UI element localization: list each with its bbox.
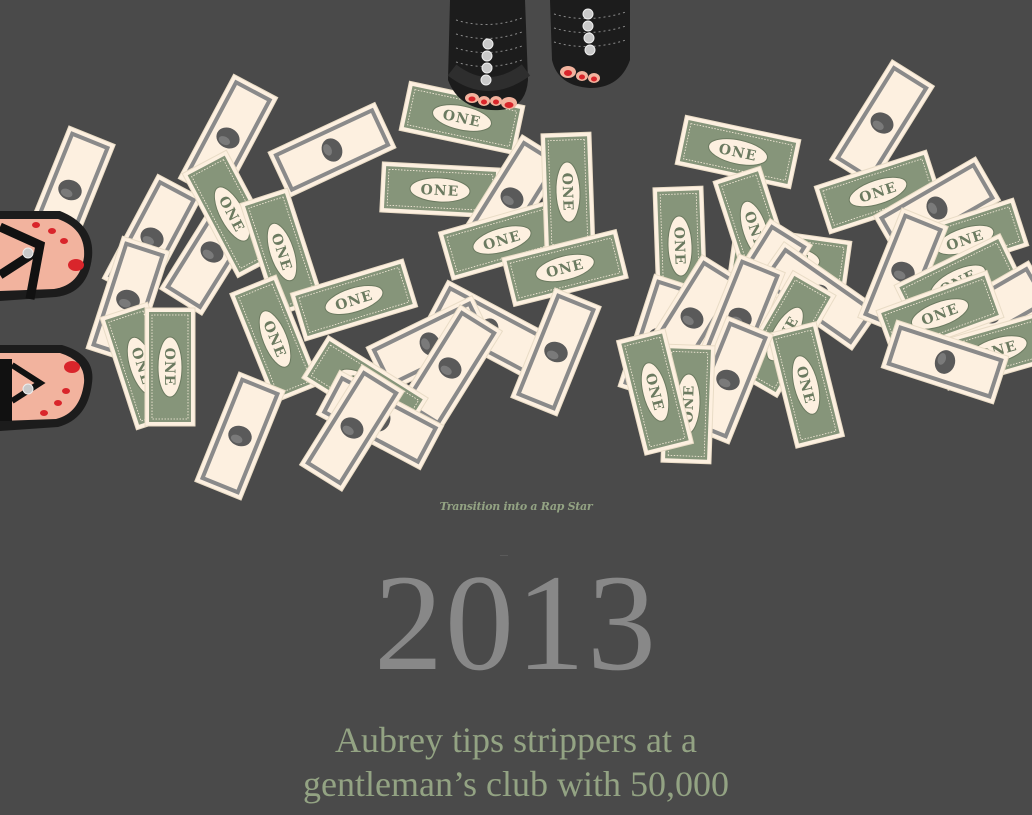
dollar-bill-icon: ONE xyxy=(437,198,567,281)
dollar-bill-icon: ONE xyxy=(289,258,419,343)
dollar-bill-icon xyxy=(880,319,1010,406)
svg-text:ONE: ONE xyxy=(441,107,482,131)
dollar-bill-icon: ONE xyxy=(615,327,695,456)
dollar-bill-icon xyxy=(509,287,602,418)
svg-text:ONE: ONE xyxy=(420,182,459,200)
svg-text:ONE: ONE xyxy=(717,141,758,165)
dollar-bill-icon: ONE xyxy=(540,131,596,253)
dollar-bill-icon xyxy=(267,101,398,199)
feet-with-sandals-icon xyxy=(447,0,630,111)
dollar-bill-icon: ONE xyxy=(813,149,943,236)
story-body: Aubrey tips strippers at a gentleman’s c… xyxy=(303,720,729,804)
svg-text:ONE: ONE xyxy=(558,172,575,211)
dollar-bill-icon: ONE xyxy=(228,274,321,405)
svg-text:ONE: ONE xyxy=(161,348,177,387)
dollar-bill-icon xyxy=(828,58,936,187)
scattered-dollar-bills: ONE ONE ONE ONE ONE ONE ONE ONE ONE ONE ONE ONE ONE O… xyxy=(24,58,1032,501)
divider xyxy=(500,555,508,556)
dollar-bill-icon: ONE xyxy=(239,187,326,317)
dollar-bill-icon xyxy=(856,207,949,338)
section-kicker: Transition into a Rap Star xyxy=(439,500,593,513)
dollar-bill-icon: ONE xyxy=(379,161,502,219)
dollar-bill-icon xyxy=(193,371,286,502)
dollar-bill-icon: ONE xyxy=(144,307,196,427)
dollar-bill-icon: ONE xyxy=(500,228,629,308)
year-heading: 2013 xyxy=(374,546,658,699)
dollar-bill-icon: ONE xyxy=(674,114,802,190)
dollar-bill-icon: ONE xyxy=(766,320,846,449)
svg-text:ONE: ONE xyxy=(670,226,687,265)
dollar-bill-icon xyxy=(298,363,406,492)
strappy-sandal-icon xyxy=(0,211,93,431)
